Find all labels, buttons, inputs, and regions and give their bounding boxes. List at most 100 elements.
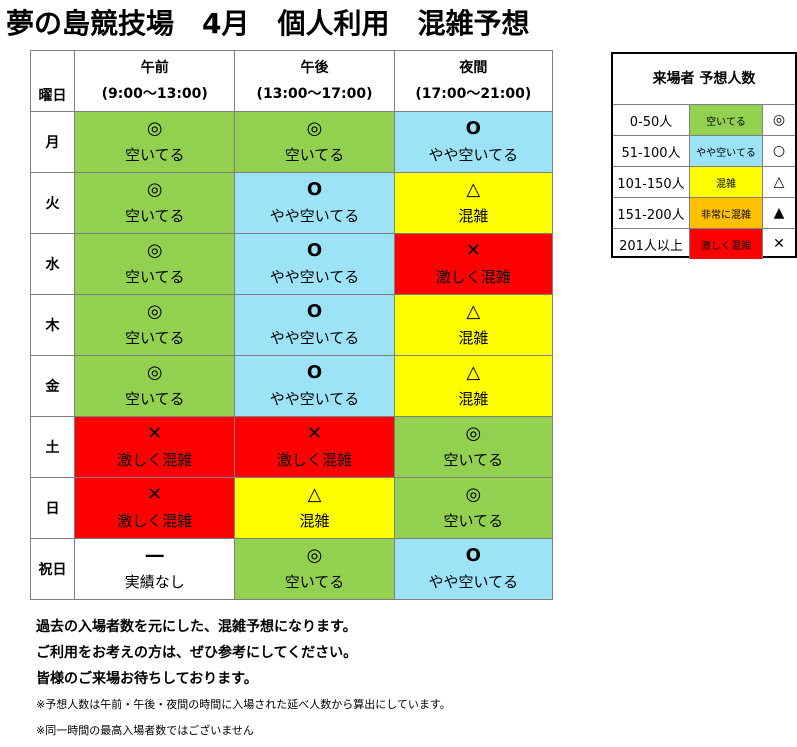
crowd-label: やや空いてる — [269, 207, 360, 225]
forecast-cell: ◎ 空いてる — [393, 477, 554, 539]
crowd-label: 混雑 — [458, 329, 489, 347]
crowd-symbol-icon: ◎ — [146, 301, 163, 322]
table-row: 水 ◎ 空いてる O やや空いてる ✕ 激しく混雑 — [29, 233, 554, 295]
forecast-cell: O やや空いてる — [234, 233, 395, 295]
crowd-label: 実績なし — [124, 573, 185, 591]
column-header-afternoon: 午後 (13:00～17:00) — [234, 50, 395, 112]
day-label: 火 — [29, 172, 76, 234]
legend-range: 0-50人 — [613, 105, 690, 136]
crowd-symbol-icon: ◎ — [306, 118, 323, 139]
crowd-symbol-icon: O — [306, 179, 323, 200]
forecast-cell: △ 混雑 — [234, 477, 395, 539]
day-label: 木 — [29, 294, 76, 356]
crowd-label: やや空いてる — [269, 329, 360, 347]
forecast-cell: ◎ 空いてる — [74, 111, 236, 173]
crowd-label: やや空いてる — [428, 146, 519, 164]
forecast-cell: ✕ 激しく混雑 — [74, 416, 236, 478]
day-label: 金 — [29, 355, 76, 417]
crowd-symbol-icon: O — [465, 118, 481, 139]
note-line: 皆様のご来場お待ちしております。 — [36, 671, 258, 687]
crowd-symbol-icon: ◎ — [465, 423, 482, 444]
table-row: 火 ◎ 空いてる O やや空いてる △ 混雑 — [29, 172, 554, 234]
crowd-label: 混雑 — [458, 390, 489, 408]
crowd-symbol-icon: ◎ — [146, 362, 163, 383]
forecast-cell: ― 実績なし — [74, 538, 236, 600]
crowd-symbol-icon: △ — [307, 484, 322, 505]
column-time: (17:00～21:00) — [415, 86, 532, 102]
column-name: 夜間 — [459, 60, 488, 76]
forecast-cell: O やや空いてる — [393, 111, 554, 173]
table-row: 月 ◎ 空いてる ◎ 空いてる O やや空いてる — [29, 111, 554, 173]
note-line: 過去の入場者数を元にした、混雑予想になります。 — [36, 619, 357, 635]
crowd-symbol-icon: ✕ — [306, 423, 323, 444]
crowd-label: 空いてる — [124, 268, 185, 286]
legend-range: 101-150人 — [613, 166, 690, 198]
legend-label: 混雑 — [689, 166, 763, 198]
forecast-cell: △ 混雑 — [393, 172, 554, 234]
column-header-night: 夜間 (17:00～21:00) — [393, 50, 554, 112]
legend-symbol-icon: ▲ — [762, 197, 795, 229]
column-name: 午前 — [140, 60, 169, 76]
table-row: 日 ✕ 激しく混雑 △ 混雑 ◎ 空いてる — [29, 477, 554, 539]
legend-row: 51-100人 やや空いてる ○ — [613, 135, 795, 167]
crowd-label: 空いてる — [124, 146, 185, 164]
crowd-label: 激しく混雑 — [117, 451, 193, 469]
column-time: (9:00～13:00) — [101, 86, 208, 102]
legend-label: 非常に混雑 — [689, 197, 763, 229]
footnote: ※同一時間の最高入場者数ではございません — [36, 724, 254, 737]
crowd-symbol-icon: ◎ — [465, 484, 482, 505]
forecast-cell: △ 混雑 — [393, 355, 554, 417]
notes: 過去の入場者数を元にした、混雑予想になります。 ご利用をお考えの方は、ぜひ参考に… — [36, 614, 776, 744]
legend-row: 151-200人 非常に混雑 ▲ — [613, 197, 795, 229]
legend-row: 201人以上 激しく混雑 ✕ — [613, 228, 795, 259]
crowd-symbol-icon: O — [306, 240, 323, 261]
forecast-cell: ✕ 激しく混雑 — [393, 233, 554, 295]
crowd-symbol-icon: ◎ — [146, 179, 163, 200]
forecast-cell: ◎ 空いてる — [393, 416, 554, 478]
legend-label: やや空いてる — [689, 135, 763, 167]
crowd-symbol-icon: ― — [145, 545, 164, 566]
table-row: 祝日 ― 実績なし ◎ 空いてる O やや空いてる — [29, 538, 554, 600]
crowd-label: やや空いてる — [269, 390, 360, 408]
day-label: 日 — [29, 477, 76, 539]
forecast-cell: ◎ 空いてる — [234, 111, 395, 173]
legend-symbol-icon: ○ — [762, 135, 795, 167]
schedule-table: 曜日 午前 (9:00～13:00) 午後 (13:00～17:00) 夜間 (… — [29, 50, 554, 600]
column-time: (13:00～17:00) — [256, 86, 373, 102]
crowd-label: 激しく混雑 — [277, 451, 353, 469]
forecast-cell: ✕ 激しく混雑 — [234, 416, 395, 478]
crowd-label: やや空いてる — [269, 268, 360, 286]
forecast-cell: ◎ 空いてる — [74, 172, 236, 234]
crowd-label: 空いてる — [284, 573, 345, 591]
crowd-symbol-icon: ✕ — [465, 240, 481, 261]
crowd-label: 混雑 — [458, 207, 489, 225]
crowd-symbol-icon: O — [465, 545, 481, 566]
day-label: 月 — [29, 111, 76, 173]
crowd-symbol-icon: ✕ — [147, 423, 163, 444]
day-label: 土 — [29, 416, 76, 478]
crowd-label: 激しく混雑 — [435, 268, 511, 286]
crowd-symbol-icon: O — [306, 301, 323, 322]
legend-symbol-icon: ✕ — [762, 228, 795, 259]
legend-symbol-icon: ◎ — [762, 105, 795, 136]
page-title: 夢の島競技場 4月 個人利用 混雑予想 — [6, 7, 530, 40]
crowd-symbol-icon: O — [306, 362, 323, 383]
forecast-cell: ✕ 激しく混雑 — [74, 477, 236, 539]
forecast-cell: △ 混雑 — [393, 294, 554, 356]
crowd-symbol-icon: ◎ — [146, 240, 163, 261]
day-label: 祝日 — [29, 538, 76, 600]
crowd-label: 空いてる — [443, 512, 504, 530]
crowd-label: 空いてる — [124, 329, 185, 347]
legend-range: 151-200人 — [613, 197, 690, 229]
table-row: 土 ✕ 激しく混雑 ✕ 激しく混雑 ◎ 空いてる — [29, 416, 554, 478]
day-header: 曜日 — [29, 50, 76, 112]
crowd-label: 激しく混雑 — [117, 512, 193, 530]
legend-label: 激しく混雑 — [689, 228, 763, 259]
table-row: 木 ◎ 空いてる O やや空いてる △ 混雑 — [29, 294, 554, 356]
table-row: 金 ◎ 空いてる O やや空いてる △ 混雑 — [29, 355, 554, 417]
legend-box: 来場者 予想人数 0-50人 空いてる ◎ 51-100人 やや空いてる ○ 101-150… — [611, 52, 797, 259]
crowd-label: やや空いてる — [428, 573, 519, 591]
forecast-cell: O やや空いてる — [234, 172, 395, 234]
forecast-cell: ◎ 空いてる — [74, 233, 236, 295]
column-header-morning: 午前 (9:00～13:00) — [74, 50, 236, 112]
